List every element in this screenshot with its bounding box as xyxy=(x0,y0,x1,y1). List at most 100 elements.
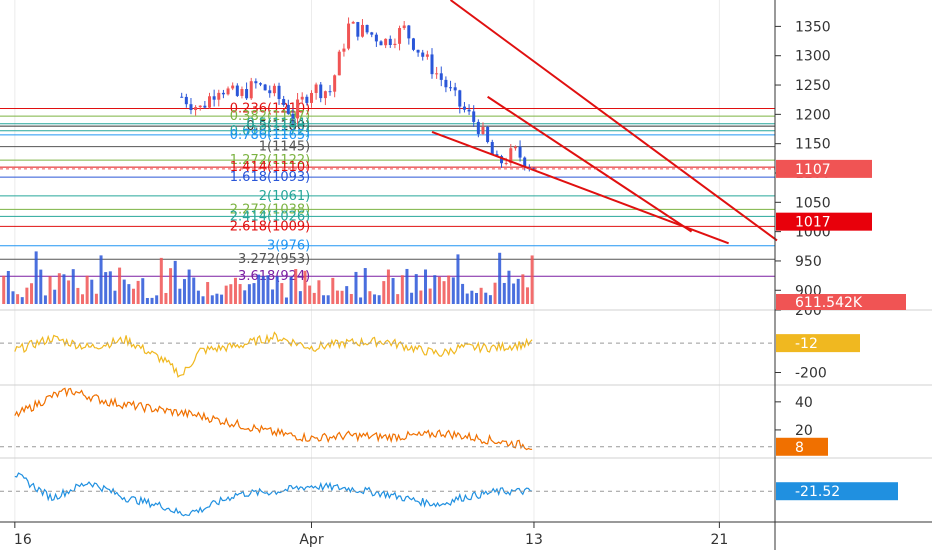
volume-bar xyxy=(345,286,349,304)
volume-bar xyxy=(71,269,75,304)
volume-bar xyxy=(386,269,390,304)
candle-body xyxy=(393,43,397,45)
volume-bar xyxy=(206,282,210,304)
fib-label: 2.272(1038) xyxy=(230,202,310,217)
volume-bar xyxy=(127,284,131,304)
volume-bar xyxy=(113,290,117,304)
candle-body xyxy=(486,126,490,143)
volume-bar xyxy=(470,290,474,304)
volume-bar xyxy=(136,280,140,304)
volume-bar xyxy=(76,287,80,304)
fib-label: 3.272(953) xyxy=(238,252,310,267)
volume-bar xyxy=(271,289,275,304)
candle-body xyxy=(444,79,448,88)
volume-bar xyxy=(224,285,228,304)
candle-body xyxy=(439,73,443,80)
candle-body xyxy=(374,34,378,42)
candle-body xyxy=(189,104,193,111)
volume-bar xyxy=(243,290,247,304)
volume-bar xyxy=(173,260,177,304)
candle-body xyxy=(198,105,202,108)
volume-bar xyxy=(261,276,265,304)
volume-bar xyxy=(447,275,451,304)
volume-label: 611.542K xyxy=(795,295,863,311)
candle-body xyxy=(333,75,337,92)
candle-body xyxy=(411,38,415,50)
volume-bar xyxy=(247,284,251,304)
volume-bar xyxy=(512,283,516,304)
candle-body xyxy=(407,25,411,39)
volume-bar xyxy=(150,297,154,304)
volume-bar xyxy=(400,275,404,304)
trendline xyxy=(487,95,693,233)
candle-body xyxy=(481,126,485,134)
volume-bar xyxy=(178,288,182,304)
volume-bar xyxy=(11,291,15,304)
volume-bar xyxy=(25,287,29,304)
candle-body xyxy=(504,163,508,165)
candle-body xyxy=(388,38,392,45)
volume-bar xyxy=(85,275,89,304)
candle-body xyxy=(472,111,476,122)
fib-label: 0.382(1197) xyxy=(230,109,310,124)
volume-bar xyxy=(525,287,529,304)
fib-label: 1.414(1110) xyxy=(230,160,310,175)
volume-bar xyxy=(493,282,497,304)
volume-bar xyxy=(16,294,20,304)
candle-body xyxy=(305,96,309,103)
volume-bar xyxy=(331,277,335,304)
volume-bar xyxy=(53,289,57,304)
candle-body xyxy=(286,104,290,114)
fibonacci-levels: 0.5(1180)0.236(1210)0.382(1197)0.5(1184)… xyxy=(0,101,775,284)
volume-bar xyxy=(39,269,43,304)
volume-bar xyxy=(201,296,205,304)
volume-bar xyxy=(187,269,191,304)
volume-bar xyxy=(90,279,94,304)
osc-badge-label: -12 xyxy=(795,336,818,352)
candle-body xyxy=(194,107,198,111)
trendlines[interactable] xyxy=(431,0,778,245)
volume-bar xyxy=(410,292,414,304)
candle-body xyxy=(245,89,249,99)
volume-bar xyxy=(317,280,321,304)
trendline xyxy=(431,131,729,245)
candle-body xyxy=(337,51,341,76)
volume-bar xyxy=(67,280,71,304)
volume-bar xyxy=(340,290,344,304)
candle-body xyxy=(323,91,327,99)
candle-body xyxy=(425,54,429,57)
volume-bar xyxy=(377,295,381,304)
volume-bar xyxy=(34,251,38,304)
candle-body xyxy=(328,91,332,93)
fib-label: 2.414(1026) xyxy=(230,209,310,224)
candle-body xyxy=(416,49,420,53)
volume-bar xyxy=(284,297,288,304)
fib-label: 2.618(1009) xyxy=(230,219,310,234)
volume-bar xyxy=(141,278,145,304)
candle-body xyxy=(532,167,536,171)
candle-body xyxy=(398,28,402,44)
volume-bar xyxy=(516,278,520,304)
candle-body xyxy=(254,81,258,84)
candle-body xyxy=(217,92,221,100)
price-tick-label: 1350 xyxy=(795,19,831,35)
candle-body xyxy=(268,90,272,94)
volume-bar xyxy=(437,276,441,304)
volume-bar xyxy=(81,294,85,304)
volume-bar xyxy=(118,267,122,304)
fib-label: 3.618(924) xyxy=(238,269,310,284)
candle-body xyxy=(467,109,471,112)
volume-bar xyxy=(530,255,534,304)
volume-bar xyxy=(322,295,326,304)
fib-label: 0.786(1165) xyxy=(230,128,310,143)
volume-bar xyxy=(2,275,6,304)
volume-bar xyxy=(479,287,483,304)
volume-bar xyxy=(382,281,386,304)
volume-bar xyxy=(433,275,437,304)
volume-bar xyxy=(155,295,159,304)
candle-body xyxy=(513,146,517,149)
volume-bar xyxy=(354,271,358,304)
volume-bar xyxy=(122,279,126,304)
